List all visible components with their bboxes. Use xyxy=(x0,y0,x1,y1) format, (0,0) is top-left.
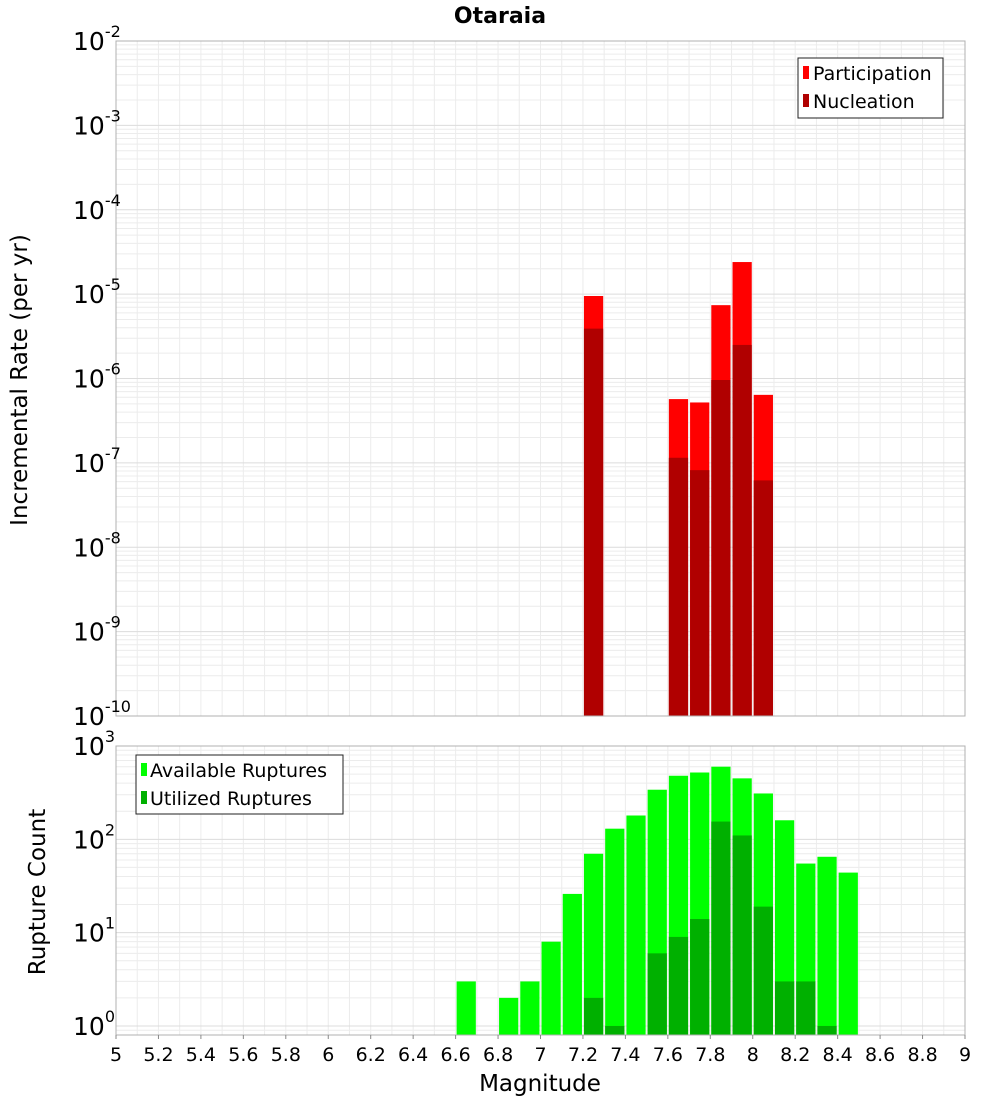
x-tick-label: 5.4 xyxy=(186,1044,216,1066)
top-plot-y-ticks: 10-10 10-9 10-8 10-7 10-6 10-5 10-4 10-3 10-2 xyxy=(73,22,131,731)
top-y-tick-label: 10-6 xyxy=(73,360,121,394)
bottom-bar-utilized-ruptures xyxy=(668,936,689,1035)
x-tick-label: 6.2 xyxy=(356,1044,386,1066)
x-tick-label: 8.2 xyxy=(780,1044,810,1066)
bottom-bar-utilized-ruptures xyxy=(605,1025,625,1035)
x-tick-label: 5.8 xyxy=(271,1044,301,1066)
x-tick-label: 7 xyxy=(534,1044,546,1066)
bottom-bar-available-ruptures xyxy=(520,981,540,1035)
bottom-bar-utilized-ruptures xyxy=(711,821,731,1035)
bottom-bar-available-ruptures xyxy=(605,828,625,1035)
chart-title: Otaraia xyxy=(454,4,546,29)
bottom-bar-available-ruptures xyxy=(499,997,519,1035)
top-y-tick-label: 10-10 xyxy=(73,697,131,731)
x-tick-label: 5.6 xyxy=(228,1044,258,1066)
x-tick-label: 7.4 xyxy=(610,1044,640,1066)
bottom-y-tick-label: 103 xyxy=(73,727,115,761)
bottom-plot-bars xyxy=(456,766,858,1035)
x-tick-label: 8 xyxy=(747,1044,759,1066)
top-y-tick-label: 10-8 xyxy=(73,528,121,562)
bottom-y-axis-label: Rupture Count xyxy=(25,809,51,975)
top-bar-nucleation xyxy=(583,328,604,716)
x-tick-label: 6 xyxy=(322,1044,334,1066)
x-tick-label: 7.6 xyxy=(653,1044,683,1066)
top-y-tick-label: 10-9 xyxy=(73,613,121,647)
top-bar-nucleation xyxy=(668,457,689,716)
top-y-tick-label: 10-4 xyxy=(73,191,121,225)
x-tick-label: 7.8 xyxy=(695,1044,725,1066)
bottom-legend-box xyxy=(135,754,344,815)
legend-utilized-label: Utilized Ruptures xyxy=(150,788,312,810)
rupture-count-plot: 100 101 102 103 5 5.2 5.4 5.6 5.8 6 6.2 6.4 6.6 6.8 7… xyxy=(25,727,971,1097)
top-legend: Participation Nucleation xyxy=(797,57,944,119)
x-tick-label: 5.2 xyxy=(143,1044,173,1066)
bottom-legend: Available Ruptures Utilized Ruptures xyxy=(135,754,344,815)
bottom-bar-utilized-ruptures xyxy=(817,1025,837,1035)
bottom-bar-available-ruptures xyxy=(562,893,582,1035)
bottom-bar-utilized-ruptures xyxy=(583,997,604,1035)
bottom-bar-utilized-ruptures xyxy=(690,919,710,1035)
top-y-tick-label: 10-5 xyxy=(73,275,121,309)
legend-available-swatch xyxy=(141,763,147,776)
x-axis-label: Magnitude xyxy=(479,1071,601,1097)
top-y-tick-label: 10-3 xyxy=(73,106,121,140)
top-bar-nucleation xyxy=(711,379,731,716)
legend-participation-swatch xyxy=(803,66,809,79)
bottom-plot-x-ticks: 5 5.2 5.4 5.6 5.8 6 6.2 6.4 6.6 6.8 7 7.2 7.4 7.6 7.8 8… xyxy=(110,1035,971,1066)
bottom-y-tick-label: 102 xyxy=(73,820,115,854)
bottom-bar-utilized-ruptures xyxy=(774,981,795,1035)
x-tick-label: 8.6 xyxy=(865,1044,895,1066)
x-tick-label: 6.6 xyxy=(440,1044,470,1066)
bottom-bar-available-ruptures xyxy=(456,981,476,1035)
bottom-bar-available-ruptures xyxy=(774,820,795,1035)
bottom-bar-utilized-ruptures xyxy=(753,906,773,1035)
bottom-bar-available-ruptures xyxy=(541,941,561,1035)
x-tick-label: 8.4 xyxy=(823,1044,853,1066)
bottom-bar-available-ruptures xyxy=(626,815,646,1035)
legend-utilized-swatch xyxy=(141,791,147,804)
top-legend-box xyxy=(797,57,944,119)
legend-nucleation-label: Nucleation xyxy=(813,91,915,113)
legend-nucleation-swatch xyxy=(803,94,809,107)
x-tick-label: 7.2 xyxy=(568,1044,598,1066)
top-bar-nucleation xyxy=(732,344,752,716)
top-y-tick-label: 10-7 xyxy=(73,444,121,478)
top-plot-gridlines xyxy=(115,41,966,717)
participation-rate-plot: 10-10 10-9 10-8 10-7 10-6 10-5 10-4 10-3 10-2 In… xyxy=(7,22,966,731)
top-y-tick-label: 10-2 xyxy=(73,22,121,56)
bottom-y-tick-label: 101 xyxy=(73,914,115,948)
x-tick-label: 6.4 xyxy=(398,1044,428,1066)
bottom-bar-available-ruptures xyxy=(583,853,604,1035)
top-bar-nucleation xyxy=(690,470,710,716)
bottom-bar-utilized-ruptures xyxy=(647,953,667,1035)
bottom-plot-y-ticks: 100 101 102 103 xyxy=(73,727,115,1041)
top-y-axis-label: Incremental Rate (per yr) xyxy=(7,234,33,526)
x-tick-label: 9 xyxy=(959,1044,971,1066)
bottom-y-tick-label: 100 xyxy=(73,1007,115,1041)
bottom-bar-available-ruptures xyxy=(817,856,837,1035)
top-plot-frame xyxy=(115,40,966,717)
legend-available-label: Available Ruptures xyxy=(150,760,327,782)
bottom-bar-utilized-ruptures xyxy=(796,981,816,1035)
bottom-bar-available-ruptures xyxy=(838,872,858,1035)
x-tick-label: 8.8 xyxy=(907,1044,937,1066)
bottom-bar-utilized-ruptures xyxy=(732,835,752,1035)
x-tick-label: 5 xyxy=(110,1044,122,1066)
top-bar-nucleation xyxy=(753,480,773,716)
x-tick-label: 6.8 xyxy=(483,1044,513,1066)
legend-participation-label: Participation xyxy=(813,63,932,85)
top-plot-bars xyxy=(583,262,773,716)
